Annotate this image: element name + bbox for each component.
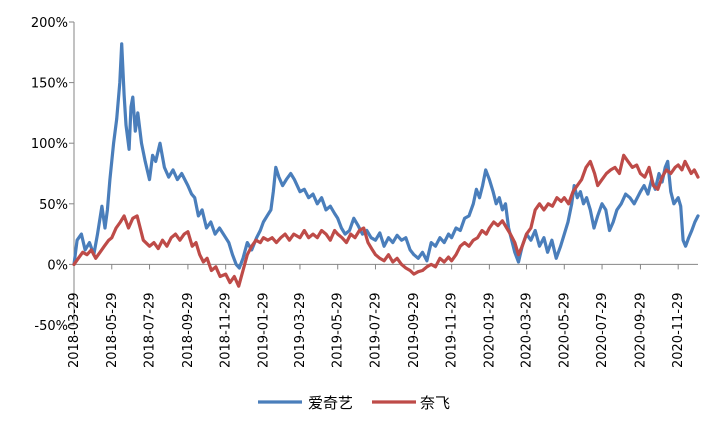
legend-label: 爱奇艺 — [308, 394, 353, 412]
x-tick-label: 2019-07-29 — [368, 292, 383, 368]
y-tick-label: 200% — [31, 16, 68, 31]
x-tick-label: 2018-07-29 — [143, 292, 158, 368]
x-tick-label: 2018-03-29 — [67, 292, 82, 368]
x-tick-label: 2019-05-29 — [331, 292, 346, 368]
y-axis: 200% 150% 100% 50% 0% -50% — [31, 16, 75, 334]
series-group — [72, 42, 700, 288]
x-tick-label: 2019-11-29 — [445, 292, 460, 368]
x-tick-label: 2020-01-29 — [482, 292, 497, 368]
series-line-1 — [72, 153, 700, 288]
x-tick-label: 2020-09-29 — [633, 292, 648, 368]
x-tick-label: 2020-03-29 — [520, 292, 535, 368]
y-tick-label: 150% — [31, 77, 68, 92]
x-tick-label: 2020-11-29 — [671, 292, 686, 368]
x-tick-label: 2020-07-29 — [595, 292, 610, 368]
legend-label: 奈飞 — [420, 394, 450, 412]
y-tick-label: 100% — [31, 137, 68, 152]
x-axis: 2018-03-29 2018-05-29 2018-07-29 2018-09-29… — [67, 263, 698, 368]
y-tick-label: 50% — [39, 198, 68, 213]
x-tick-label: 2019-09-29 — [407, 292, 422, 368]
series-line-0 — [72, 42, 700, 270]
x-tick-label: 2019-01-29 — [256, 292, 271, 368]
x-tick-label: 2018-09-29 — [181, 292, 196, 368]
legend-item-1: 奈飞 — [372, 394, 450, 412]
x-tick-label: 2020-05-29 — [557, 292, 572, 368]
y-tick-label: -50% — [34, 319, 68, 334]
x-tick-label: 2018-11-29 — [219, 292, 234, 368]
legend-item-0: 爱奇艺 — [258, 394, 353, 412]
x-tick-label: 2018-05-29 — [105, 292, 120, 368]
x-tick-label: 2019-03-29 — [293, 292, 308, 368]
y-tick-label: 0% — [47, 258, 68, 273]
legend: 爱奇艺 奈飞 — [258, 394, 450, 412]
